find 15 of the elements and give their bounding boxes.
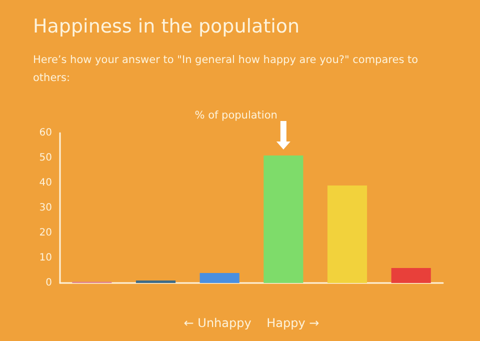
bar <box>264 156 304 283</box>
bar <box>391 268 431 283</box>
y-tick-label: 60 <box>39 128 52 138</box>
chart-title: Happiness in the population <box>33 16 300 38</box>
bar <box>200 273 240 283</box>
y-tick-label: 30 <box>39 202 52 214</box>
y-tick-label: 20 <box>39 228 52 238</box>
x-axis-title: ← Unhappy Happy → <box>184 316 320 330</box>
y-tick-label: 10 <box>39 252 52 264</box>
y-tick-label: 0 <box>46 278 52 288</box>
bar <box>327 186 368 283</box>
y-tick-label: 40 <box>39 178 52 188</box>
y-tick-label: 50 <box>39 152 52 164</box>
text: % of population <box>194 110 278 122</box>
chart-subtitle: Here’s how your answer to "In general how happy are you?" compares to others: <box>33 54 422 84</box>
